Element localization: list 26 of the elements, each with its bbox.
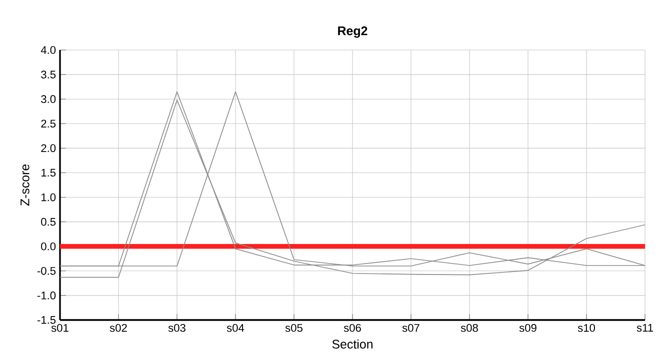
y-tick-label: 2.5: [41, 120, 56, 128]
chart-title: Reg2: [338, 26, 368, 38]
x-tick-label: s11: [636, 324, 653, 332]
y-tick-label: 0.0: [41, 242, 56, 250]
x-tick-label: s02: [110, 324, 127, 332]
x-tick-label: s05: [285, 324, 302, 332]
x-axis-title: Section: [332, 339, 372, 349]
y-tick-label: -1.0: [37, 292, 56, 300]
y-tick-label: 3.0: [41, 95, 56, 104]
x-tick-label: s07: [402, 324, 420, 332]
x-tick-label: s03: [168, 324, 186, 332]
y-tick-label: 4.0: [40, 46, 56, 54]
y-tick-label: 1.0: [41, 193, 56, 202]
x-tick-label: s09: [519, 324, 536, 332]
y-tick-label: -1.5: [37, 316, 56, 324]
y-tick-label: 2.0: [41, 144, 56, 152]
y-tick-label: 1.5: [41, 168, 56, 177]
x-tick-label: s04: [226, 324, 244, 332]
y-axis-title: Z-score: [20, 164, 30, 206]
x-tick-label: s01: [51, 324, 68, 332]
x-tick-label: s08: [460, 324, 478, 332]
y-tick-label: -0.5: [37, 266, 56, 275]
y-tick-label: 0.5: [41, 218, 56, 226]
x-tick-label: s10: [578, 324, 595, 332]
x-tick-label: s06: [344, 324, 361, 332]
y-tick-label: 3.5: [41, 70, 56, 78]
